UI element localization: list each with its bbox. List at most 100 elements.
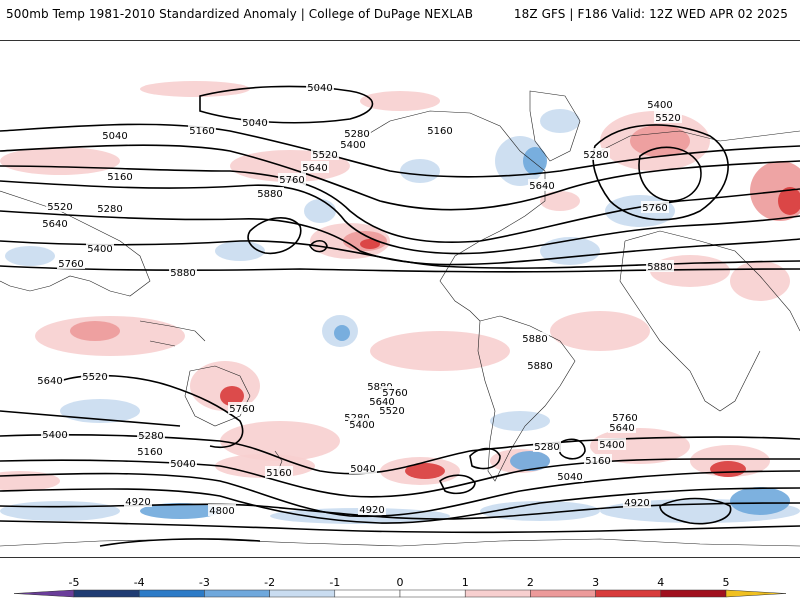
coastline: [624, 230, 800, 332]
svg-text:5640: 5640: [42, 219, 67, 230]
contour-label: 5400: [339, 138, 367, 151]
colorbar-swatch: [73, 589, 140, 598]
colorbar-tick-label: 4: [657, 576, 665, 589]
anomaly-area: [778, 187, 800, 215]
contour-label: 5280: [96, 202, 124, 215]
height-contour: [0, 487, 800, 524]
svg-text:5040: 5040: [242, 118, 267, 129]
contour-label: 5400: [598, 438, 626, 451]
anomaly-area: [360, 239, 380, 249]
contour-label: 5040: [306, 81, 334, 94]
coastline: [529, 90, 581, 162]
colorbar-tick-label: -5: [68, 576, 80, 589]
height-contour: [0, 180, 800, 255]
coastline: [184, 365, 251, 427]
height-contour: [559, 438, 586, 460]
colorbar-swatch: [595, 589, 662, 598]
svg-text:5640: 5640: [609, 423, 634, 434]
height-contour: [0, 470, 800, 518]
contour-label: 5400: [41, 428, 69, 441]
height-contour: [247, 217, 302, 255]
contour-label: 5760: [278, 173, 306, 186]
colorbar-graphic: [13, 589, 787, 598]
contour-label: 5160: [136, 445, 164, 458]
contour-label: 5160: [188, 124, 216, 137]
anomaly-area: [140, 81, 250, 97]
anomaly-area: [0, 147, 120, 175]
map-panel: 5040 5160 5280 5400 5520 5640 5760 5880 5040 5160…: [0, 40, 800, 558]
anomaly-area: [405, 463, 445, 479]
svg-text:5640: 5640: [369, 397, 394, 408]
svg-text:5280: 5280: [97, 204, 122, 215]
anomaly-area: [523, 147, 547, 175]
contour-label: 5040: [169, 457, 197, 470]
contour-label: 5880: [526, 359, 554, 372]
anomaly-area: [220, 421, 340, 461]
colorbar-swatch: [13, 589, 75, 598]
anomaly-area: [304, 199, 336, 223]
contour-label: 5760: [611, 411, 639, 424]
height-contour: [0, 434, 800, 475]
svg-text:5400: 5400: [42, 430, 67, 441]
svg-text:5160: 5160: [266, 468, 291, 479]
contour-label: 5880: [169, 266, 197, 279]
anomaly-area: [730, 487, 790, 515]
contour-label: 5640: [301, 161, 329, 174]
svg-text:4920: 4920: [359, 505, 384, 516]
svg-text:4920: 4920: [624, 498, 649, 509]
svg-text:5280: 5280: [138, 431, 163, 442]
coastline-layer: [0, 90, 800, 547]
svg-text:5520: 5520: [47, 202, 72, 213]
height-contour: [0, 240, 800, 269]
svg-text:5280: 5280: [344, 129, 369, 140]
contour-label: 5160: [584, 454, 612, 467]
coastline: [364, 110, 546, 322]
contour-label: 5520: [46, 200, 74, 213]
svg-text:5280: 5280: [534, 442, 559, 453]
contour-label: 5040: [556, 470, 584, 483]
height-contour: [592, 124, 729, 221]
svg-text:5160: 5160: [189, 126, 214, 137]
colorbar-tick-label: -4: [133, 576, 145, 589]
svg-text:5880: 5880: [522, 334, 547, 345]
coastline: [477, 315, 576, 482]
svg-text:5280: 5280: [583, 150, 608, 161]
colorbar-tick-label: -2: [264, 576, 276, 589]
svg-text:5520: 5520: [82, 372, 107, 383]
colorbar-tick-label: 5: [722, 576, 730, 589]
height-contour: [99, 538, 261, 547]
contour-label: 5520: [311, 148, 339, 161]
height-contour: [0, 520, 800, 534]
svg-text:5760: 5760: [382, 388, 407, 399]
svg-text:5880: 5880: [257, 189, 282, 200]
anomaly-area: [360, 91, 440, 111]
contour-label: 5400: [646, 98, 674, 111]
anomaly-area: [334, 325, 350, 341]
height-contour: [0, 123, 800, 178]
colorbar-swatch: [334, 589, 401, 598]
svg-text:4920: 4920: [125, 497, 150, 508]
contour-label: 4800: [208, 504, 236, 517]
svg-text:5400: 5400: [349, 420, 374, 431]
svg-text:5760: 5760: [642, 203, 667, 214]
contour-label: 5280: [533, 440, 561, 453]
svg-text:5040: 5040: [557, 472, 582, 483]
contour-label: 4920: [358, 503, 386, 516]
svg-text:5400: 5400: [647, 100, 672, 111]
svg-text:5760: 5760: [58, 259, 83, 270]
colorbar-swatch: [204, 589, 270, 598]
contour-label: 5280: [582, 148, 610, 161]
contour-label: 5640: [608, 421, 636, 434]
coastline: [149, 340, 176, 347]
contour-label: 5160: [106, 170, 134, 183]
svg-text:5040: 5040: [102, 131, 127, 142]
anomaly-area: [220, 386, 244, 406]
anomaly-area: [510, 451, 550, 471]
anomaly-area: [540, 237, 600, 265]
contour-label: 5880: [521, 332, 549, 345]
height-contour: [659, 497, 732, 525]
run-info: 18Z GFS | F186 Valid: 12Z WED APR 02 202…: [513, 7, 788, 21]
contour-label: 5040: [241, 116, 269, 129]
svg-text:5640: 5640: [529, 181, 554, 192]
